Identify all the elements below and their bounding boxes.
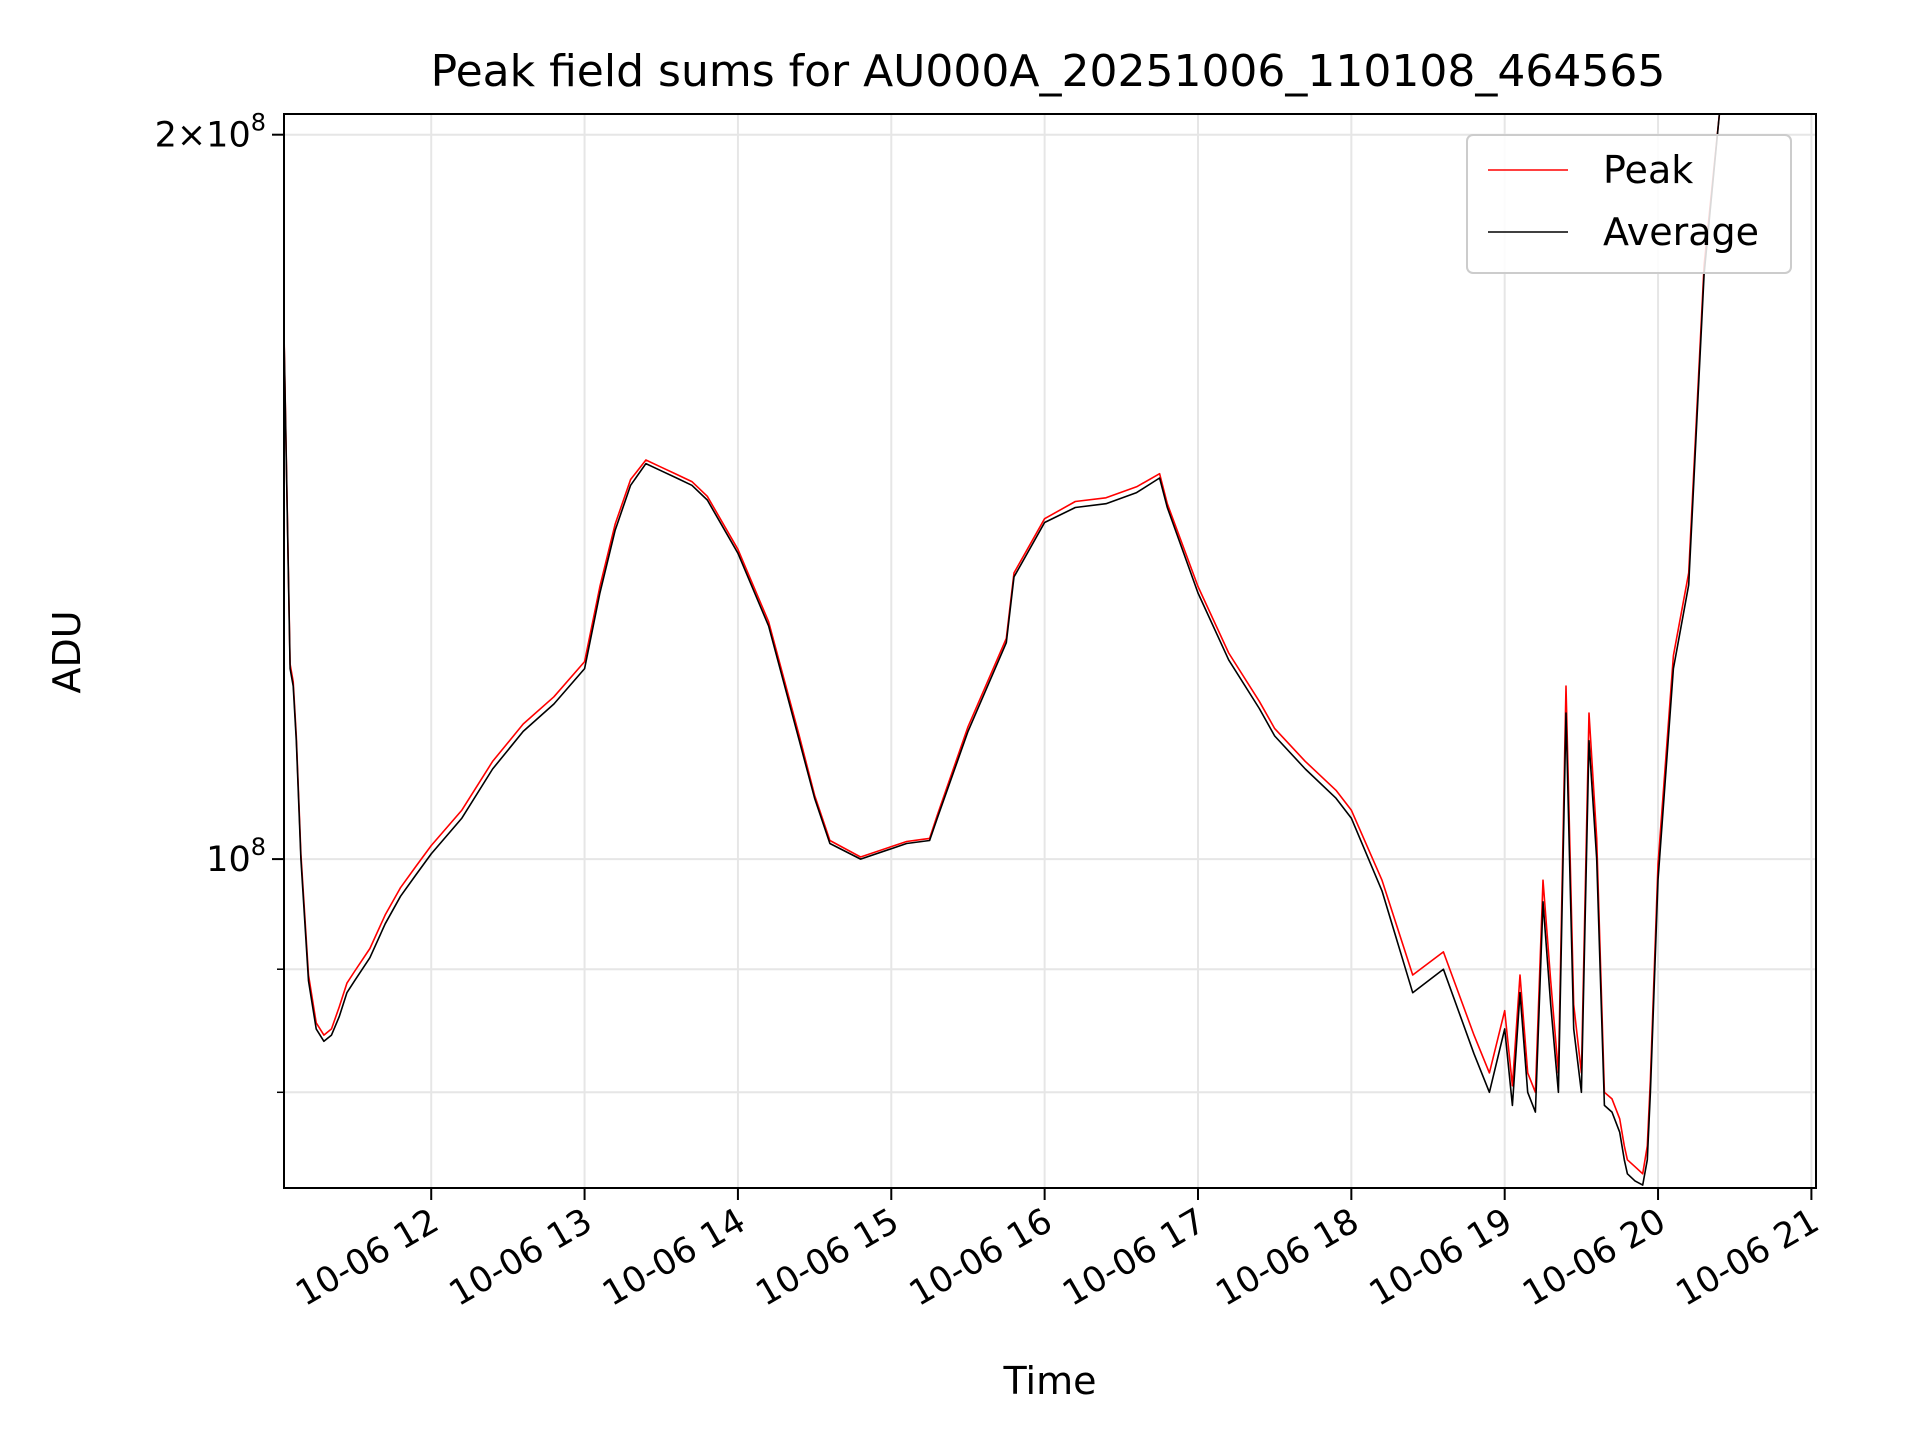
y-tick-base: 10 [206, 840, 251, 880]
axes-frame [283, 113, 1817, 1189]
series-line-average [283, 113, 1816, 1186]
grid [284, 114, 1816, 1188]
y-tick-exponent: 8 [251, 833, 266, 861]
y-axis-label: ADU [45, 610, 89, 693]
y-tick-base: 2×10 [155, 116, 251, 156]
chart-title: Peak field sums for AU000A_20251006_1101… [431, 46, 1666, 97]
legend: Peak Average [1466, 134, 1792, 274]
y-tick-label: 2×108 [155, 109, 266, 156]
y-tick-label: 108 [206, 833, 266, 880]
plot-area [283, 113, 1816, 1186]
x-axis-label: Time [1003, 1359, 1097, 1403]
y-tick-exponent: 8 [251, 109, 266, 137]
legend-label-average: Average [1603, 210, 1759, 254]
legend-label-peak: Peak [1603, 148, 1693, 192]
